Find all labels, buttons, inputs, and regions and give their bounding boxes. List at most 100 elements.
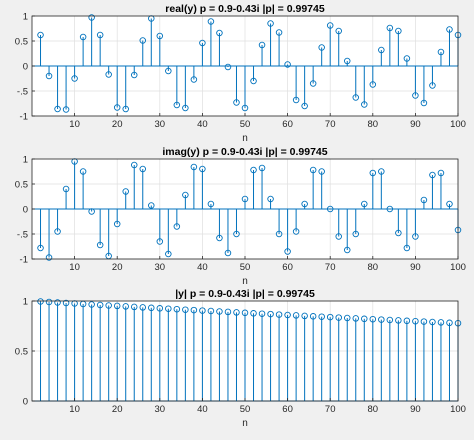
stem-marker xyxy=(173,223,181,230)
stem-marker xyxy=(446,26,453,33)
stem-marker xyxy=(105,302,112,309)
stem-series xyxy=(32,14,462,113)
stem-marker xyxy=(335,233,342,240)
x-tick-label: 70 xyxy=(325,404,336,415)
stem-marker xyxy=(241,309,249,317)
stem-marker xyxy=(216,308,223,315)
stem-marker xyxy=(37,298,44,305)
stem-marker xyxy=(190,76,198,83)
stem-marker xyxy=(301,102,308,110)
stem-marker xyxy=(403,317,411,325)
y-tick-label: -1 xyxy=(20,112,28,123)
stem-marker xyxy=(199,307,206,314)
stem-marker xyxy=(412,233,419,240)
chart-title: |y| p = 0.9-0.43i |p| = 0.99745 xyxy=(175,288,315,300)
stem-marker xyxy=(156,238,164,245)
x-tick-label: 90 xyxy=(410,262,421,273)
stem-marker xyxy=(412,92,419,99)
stem-marker xyxy=(446,200,453,208)
y-tick-label: 0.5 xyxy=(15,37,28,48)
x-tick-label: 60 xyxy=(282,404,293,415)
stem-marker xyxy=(96,31,104,39)
stem-marker xyxy=(241,104,249,112)
stem-marker xyxy=(165,250,172,258)
stem-marker xyxy=(412,317,419,325)
y-tick-label: 1 xyxy=(23,12,28,23)
stem-marker xyxy=(122,303,129,310)
stem-marker xyxy=(88,301,95,308)
stem-marker xyxy=(292,228,300,235)
stem-marker xyxy=(292,312,300,319)
stem-marker xyxy=(326,205,334,213)
chart-title: real(y) p = 0.9-0.43i |p| = 0.99745 xyxy=(165,3,325,15)
stem-marker xyxy=(275,29,283,36)
stem-marker xyxy=(45,254,53,261)
stem-marker xyxy=(343,314,351,322)
x-tick-label: 70 xyxy=(325,119,336,130)
x-tick-label: 30 xyxy=(155,404,166,415)
stem-marker xyxy=(190,306,198,314)
stem-marker xyxy=(284,61,291,68)
stem-marker xyxy=(165,67,172,75)
x-tick-label: 100 xyxy=(450,262,466,273)
stem-marker xyxy=(173,305,181,313)
x-tick-label: 30 xyxy=(155,119,166,130)
stem-marker xyxy=(139,304,147,311)
stem-marker xyxy=(79,168,87,175)
stem-marker xyxy=(361,101,368,108)
stem-marker xyxy=(96,301,104,309)
tick-labels: 10 20 30 40 50 60 70 80 90 100 -1 -.5 0 0.5 1 xyxy=(15,155,466,274)
stem-marker xyxy=(267,20,274,27)
stem-marker xyxy=(54,105,61,113)
y-tick-label: 0 xyxy=(23,205,28,216)
stem-marker xyxy=(378,46,385,54)
stem-marker xyxy=(258,164,266,172)
x-tick-label: 30 xyxy=(155,262,166,273)
stem-marker xyxy=(130,303,138,311)
stem-marker xyxy=(403,55,411,62)
stem-marker xyxy=(165,305,172,312)
x-tick-label: 40 xyxy=(197,404,208,415)
stem-marker xyxy=(182,306,189,313)
chart-title: imag(y) p = 0.9-0.43i |p| = 0.99745 xyxy=(162,146,327,158)
stem-marker xyxy=(275,311,283,318)
x-tick-label: 20 xyxy=(112,404,123,415)
x-axis-label: n xyxy=(242,133,248,144)
x-tick-label: 100 xyxy=(450,119,466,130)
stem-marker xyxy=(369,169,377,177)
stem-marker xyxy=(352,94,360,101)
stem-marker xyxy=(437,169,445,177)
stem-marker xyxy=(395,317,402,324)
stem-marker xyxy=(395,229,402,237)
stem-marker xyxy=(437,48,445,56)
stem-marker xyxy=(395,27,402,35)
stem-marker xyxy=(386,205,394,213)
stem-marker xyxy=(62,185,70,193)
x-tick-label: 90 xyxy=(410,119,421,130)
stem-marker xyxy=(224,249,232,257)
stem-marker xyxy=(420,99,428,107)
x-tick-label: 80 xyxy=(368,404,379,415)
stem-marker xyxy=(343,246,351,254)
x-tick-label: 10 xyxy=(69,119,80,130)
stem-marker xyxy=(122,105,129,113)
y-tick-label: 1 xyxy=(23,297,28,308)
stem-marker xyxy=(318,44,325,51)
stem-marker xyxy=(37,244,44,252)
stem-marker xyxy=(429,82,436,89)
y-tick-label: -.5 xyxy=(17,230,28,241)
stem-marker xyxy=(386,316,394,324)
stem-marker xyxy=(182,104,189,112)
stem-marker xyxy=(233,99,240,106)
stem-marker xyxy=(335,27,342,35)
stem-marker xyxy=(420,196,428,204)
y-tick-label: 0.5 xyxy=(15,180,28,191)
stem-marker xyxy=(156,305,164,312)
stem-marker xyxy=(258,310,266,317)
stem-marker xyxy=(326,313,334,321)
y-tick-label: -1 xyxy=(20,255,28,266)
x-tick-label: 40 xyxy=(197,119,208,130)
stem-marker xyxy=(96,241,104,249)
stem-marker xyxy=(378,168,385,175)
